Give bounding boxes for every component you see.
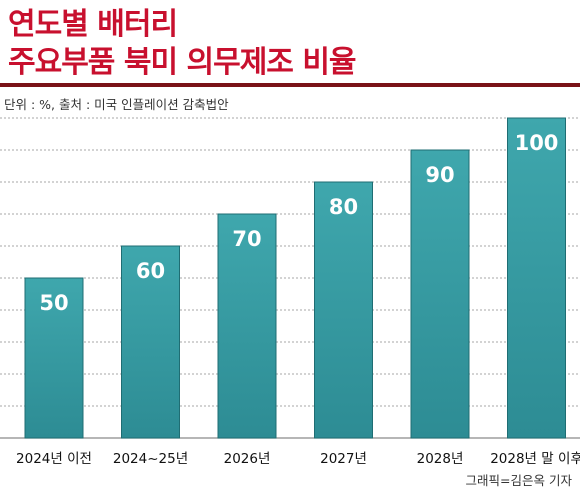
title-line-2: 주요부품 북미 의무제조 비율 — [8, 45, 357, 80]
value-label: 80 — [329, 195, 358, 219]
bar — [217, 213, 277, 439]
value-label: 50 — [39, 291, 68, 315]
value-label: 70 — [232, 227, 261, 251]
graphic-credit: 그래픽=김은옥 기자 — [465, 473, 572, 488]
x-tick-label: 2027년 — [320, 451, 367, 467]
title-divider — [0, 83, 580, 87]
value-label: 90 — [425, 163, 454, 187]
x-tick-label: 2028년 — [417, 451, 464, 467]
x-tick-label: 2024~25년 — [113, 451, 188, 467]
value-label: 100 — [515, 131, 559, 155]
bar — [121, 245, 180, 439]
chart-title: 연도별 배터리 주요부품 북미 의무제조 비율 — [8, 6, 357, 82]
grid-lines — [0, 117, 580, 439]
value-labels: 50 60 70 80 90 100 — [39, 131, 558, 315]
value-label: 60 — [136, 259, 165, 283]
x-tick-label: 2024년 이전 — [16, 451, 92, 467]
bars — [24, 117, 566, 439]
bar — [410, 149, 470, 439]
x-tick-label: 2026년 — [224, 451, 271, 467]
title-line-1: 연도별 배터리 — [8, 7, 178, 42]
bar — [314, 181, 373, 439]
x-tick-label: 2028년 말 이후 — [490, 451, 580, 467]
x-axis-tick-labels: 2024년 이전 2024~25년 2026년 2027년 2028년 2028년 말 이… — [16, 451, 580, 467]
unit-source-note: 단위 : %, 출처 : 미국 인플레이션 감축법안 — [4, 97, 229, 112]
bar — [24, 277, 84, 439]
bar — [507, 117, 566, 439]
